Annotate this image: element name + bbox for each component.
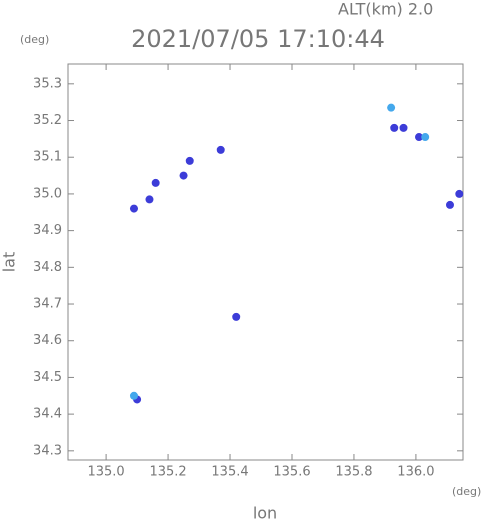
echo-point xyxy=(390,123,399,132)
echo-point xyxy=(399,123,408,132)
y-tick-label: 35.0 xyxy=(33,186,62,201)
y-tick-label: 34.7 xyxy=(33,297,62,312)
echo-point xyxy=(421,133,430,142)
echo-point xyxy=(129,391,138,400)
chart-title: 2021/07/05 17:10:44 xyxy=(131,25,385,53)
x-tick-label: 135.6 xyxy=(273,465,310,480)
y-axis-label: lat xyxy=(0,252,19,273)
echo-point xyxy=(151,178,160,187)
x-tick-label: 135.2 xyxy=(149,465,186,480)
y-tick-label: 35.3 xyxy=(33,76,62,91)
echo-point xyxy=(415,133,424,142)
echo-point xyxy=(129,204,138,213)
y-tick-label: 34.8 xyxy=(33,260,62,275)
echo-point xyxy=(179,171,188,180)
y-tick-label: 35.2 xyxy=(33,113,62,128)
echo-point xyxy=(445,200,454,209)
x-tick-label: 135.0 xyxy=(87,465,124,480)
x-axis-label: lon xyxy=(253,504,277,521)
x-tick-label: 135.8 xyxy=(335,465,372,480)
echo-point xyxy=(145,195,154,204)
plot-frame xyxy=(67,63,464,461)
echo-point xyxy=(232,312,241,321)
y-tick-label: 34.3 xyxy=(33,443,62,458)
y-unit: (deg) xyxy=(20,33,49,46)
x-tick-label: 135.4 xyxy=(211,465,248,480)
y-tick-label: 34.6 xyxy=(33,333,62,348)
echo-point xyxy=(455,189,464,198)
y-tick-label: 34.5 xyxy=(33,370,62,385)
echo-point xyxy=(387,103,396,112)
y-tick-label: 34.4 xyxy=(33,407,62,422)
x-unit: (deg) xyxy=(452,485,481,498)
y-tick-label: 35.1 xyxy=(33,150,62,165)
altitude-label: ALT(km) 2.0 xyxy=(338,0,433,19)
echo-point xyxy=(185,156,194,165)
echo-point xyxy=(216,145,225,154)
y-tick-label: 34.9 xyxy=(33,223,62,238)
x-tick-label: 136.0 xyxy=(397,465,434,480)
